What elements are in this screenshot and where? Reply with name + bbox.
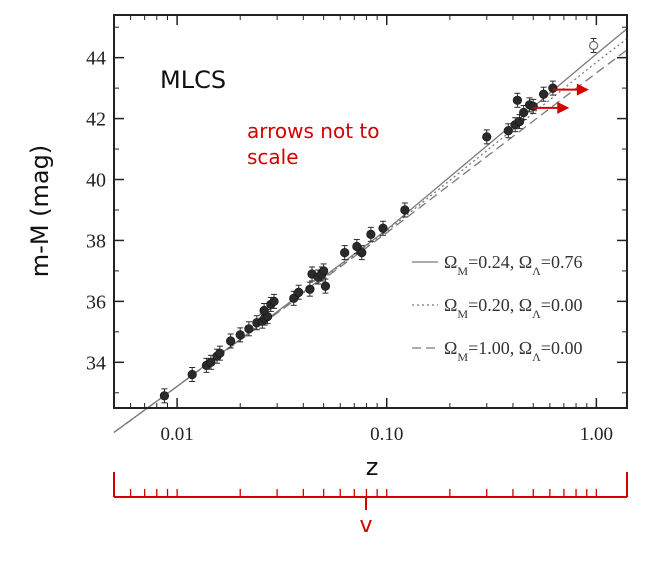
data-point — [319, 266, 329, 276]
y-tick-label: 42 — [86, 109, 106, 131]
data-point — [548, 83, 558, 93]
data-point — [235, 330, 245, 340]
x-tick-label: 1.00 — [580, 424, 613, 445]
model-curve-dotted — [113, 38, 628, 433]
red-arrow-head — [557, 101, 570, 114]
data-point — [340, 248, 350, 258]
data-point — [512, 95, 522, 105]
red-arrows — [533, 83, 589, 114]
x-axis-ticks: 0.01 0.10 1.00 — [113, 15, 613, 445]
velocity-axis-ticks — [129, 489, 598, 497]
data-point — [519, 107, 529, 118]
model-curve-dashed — [113, 49, 628, 433]
plot-frame — [113, 14, 628, 409]
data-point — [187, 369, 197, 380]
data-point — [206, 357, 216, 367]
x-tick-label: 0.10 — [370, 424, 403, 445]
data-point — [538, 89, 549, 99]
data-point — [305, 284, 315, 294]
data-point — [294, 287, 304, 297]
data-point — [482, 132, 492, 142]
data-point — [259, 305, 269, 316]
y-tick-label: 38 — [86, 230, 106, 252]
data-point — [320, 281, 331, 291]
y-axis-title: m-M (mag) — [26, 145, 54, 277]
y-tick-label: 34 — [86, 352, 106, 374]
data-points — [159, 37, 599, 404]
data-point — [215, 348, 225, 358]
legend-entry: ΩM=0.20, ΩΛ=0.00 — [444, 295, 582, 321]
y-tick-label: 36 — [86, 291, 106, 313]
legend-entry: ΩM=0.24, ΩΛ=0.76 — [444, 252, 582, 278]
data-point — [503, 126, 513, 136]
x-axis-title: z — [366, 453, 379, 481]
annotation-line-1: arrows not to — [247, 119, 379, 143]
data-point — [378, 223, 388, 233]
data-point — [514, 117, 525, 127]
y-tick-label: 40 — [86, 170, 106, 192]
velocity-axis: v — [113, 472, 628, 538]
data-point — [226, 336, 236, 346]
red-arrow-head — [576, 83, 589, 96]
data-point — [289, 293, 299, 303]
data-point — [159, 391, 170, 401]
data-point-open — [588, 40, 599, 51]
annotation-line-2: scale — [247, 145, 299, 169]
data-point — [400, 205, 410, 215]
legend: ΩM=0.24, ΩΛ=0.76 ΩM=0.20, ΩΛ=0.00 ΩM=1.00,… — [412, 252, 582, 364]
data-point — [244, 324, 254, 334]
panel-label: MLCS — [160, 66, 226, 94]
data-point — [269, 296, 279, 306]
velocity-axis-label: v — [359, 513, 372, 538]
data-point — [352, 241, 362, 252]
data-point — [366, 229, 376, 239]
data-point — [528, 101, 538, 111]
x-tick-label: 0.01 — [160, 424, 193, 445]
data-point — [357, 248, 367, 258]
y-tick-label: 44 — [86, 48, 106, 70]
legend-entry: ΩM=1.00, ΩΛ=0.00 — [444, 338, 582, 364]
y-axis-ticks: 34 36 38 40 42 44 — [86, 26, 627, 394]
